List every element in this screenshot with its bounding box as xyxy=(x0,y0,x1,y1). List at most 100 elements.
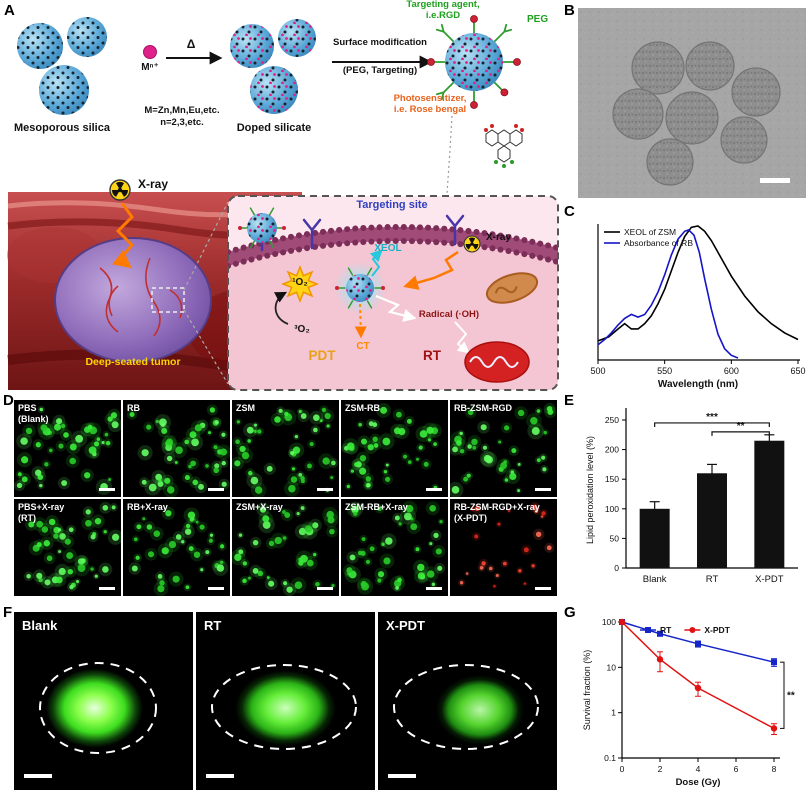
svg-text:4: 4 xyxy=(696,764,701,774)
micrograph-label: RB+X-ray xyxy=(127,502,168,512)
scale-bar xyxy=(535,587,551,590)
micrograph-label: ZSM xyxy=(236,403,255,413)
svg-text:8: 8 xyxy=(772,764,777,774)
svg-text:Survival fraction (%): Survival fraction (%) xyxy=(582,650,592,731)
scale-bar xyxy=(426,488,442,491)
luminescence-glow xyxy=(378,612,557,790)
svg-text:X-PDT: X-PDT xyxy=(755,574,784,585)
svg-text:RT: RT xyxy=(706,574,719,585)
panel-d-label: D xyxy=(3,392,14,409)
spectra-chart: 500 550 600 650 Wavelength (nm) XEOL of ZSMAb… xyxy=(590,224,806,390)
label-deep-seated-tumor: Deep-seated tumor xyxy=(85,356,181,368)
svg-text:**: ** xyxy=(737,421,745,432)
svg-text:6: 6 xyxy=(734,764,739,774)
micrograph-label: RB-ZSM-RGD+X-ray (X-PDT) xyxy=(454,502,540,524)
roi-ellipse xyxy=(393,664,539,750)
panel-a-label: A xyxy=(4,2,15,19)
fluorescence-image xyxy=(126,404,230,497)
micrograph-label: ZSM-RB+X-ray xyxy=(345,502,408,512)
roi-ellipse xyxy=(211,664,357,750)
svg-text:10: 10 xyxy=(607,662,617,672)
roi-ellipse xyxy=(39,662,157,754)
luminescence-glow xyxy=(14,612,193,790)
fluorescence-image xyxy=(232,502,339,596)
svg-text:500: 500 xyxy=(590,366,605,376)
micrograph-pbs-blank: PBS (Blank) xyxy=(14,400,121,497)
svg-text:RT: RT xyxy=(660,625,672,635)
panel-d-image-grid: PBS (Blank) RB ZSM ZSM-RB RB-ZSM-RGD PBS… xyxy=(14,400,557,596)
svg-text:0: 0 xyxy=(614,563,619,573)
fluorescence-image xyxy=(458,501,555,589)
luminescence-glow xyxy=(196,612,375,790)
micrograph-xpdt: RB-ZSM-RGD+X-ray (X-PDT) xyxy=(450,499,557,596)
scale-bar xyxy=(99,488,115,491)
label-pdt: PDT xyxy=(308,348,336,363)
fluorescence-image xyxy=(343,500,446,595)
svg-text:Lipid peroxidation level (%): Lipid peroxidation level (%) xyxy=(585,436,595,544)
micrograph-label: ZSM-RB xyxy=(345,403,380,413)
label-targeting-site: Targeting site xyxy=(356,199,428,211)
fluorescence-image xyxy=(232,405,339,497)
label-radical: Radical (·OH) xyxy=(418,309,480,320)
fluorescence-image xyxy=(128,506,229,596)
svg-text:650: 650 xyxy=(790,366,805,376)
label-delta: Δ xyxy=(186,37,196,51)
panel-f-label: F xyxy=(3,604,13,621)
scale-bar xyxy=(426,587,442,590)
svg-text:1: 1 xyxy=(611,708,616,718)
scale-bar xyxy=(535,488,551,491)
label-targeting-agent: Targeting agent, i.e.RGD xyxy=(406,0,480,21)
svg-text:**: ** xyxy=(787,690,795,701)
survival-fraction-chart: 0.1 1 10 100 0 2 4 6 8 Dose (Gy) Survival fraction… xyxy=(582,617,795,788)
tem-image xyxy=(578,8,806,198)
scale-bar xyxy=(206,774,234,778)
luminescence-rt: RT xyxy=(196,612,375,790)
scale-bar xyxy=(317,488,333,491)
micrograph-pbs-xray-rt: PBS+X-ray (RT) xyxy=(14,499,121,596)
label-metal-ion: Mⁿ⁺ xyxy=(141,62,159,73)
micrograph-rb-xray: RB+X-ray xyxy=(123,499,230,596)
luminescence-xpdt: X-PDT xyxy=(378,612,557,790)
micrograph-rb-zsm-rgd: RB-ZSM-RGD xyxy=(450,400,557,497)
panel-c-label: C xyxy=(564,203,575,220)
svg-text:XEOL of ZSM: XEOL of ZSM xyxy=(624,227,676,237)
svg-text:Blank: Blank xyxy=(643,574,667,585)
luminescence-blank: Blank xyxy=(14,612,193,790)
scale-bar xyxy=(208,587,224,590)
micrograph-label: RB xyxy=(127,403,140,413)
panel-a-illustration xyxy=(7,15,559,391)
svg-text:50: 50 xyxy=(610,533,620,543)
label-peg: PEG xyxy=(527,14,549,25)
svg-text:100: 100 xyxy=(602,617,616,627)
svg-text:***: *** xyxy=(706,412,718,423)
label-surface-modification: Surface modification xyxy=(333,37,427,48)
panel-b-label: B xyxy=(564,2,575,19)
svg-text:100: 100 xyxy=(605,504,619,514)
image-label: RT xyxy=(204,618,222,633)
label-singlet-oxygen: ¹O₂ xyxy=(292,277,308,288)
scale-bar xyxy=(99,587,115,590)
fluorescence-image xyxy=(341,402,442,492)
label-triplet-oxygen: ³O₂ xyxy=(294,324,310,335)
micrograph-zsm: ZSM xyxy=(232,400,339,497)
image-label: Blank xyxy=(22,618,58,633)
scale-bar xyxy=(388,774,416,778)
micrograph-zsm-rb-xray: ZSM-RB+X-ray xyxy=(341,499,448,596)
svg-text:0.1: 0.1 xyxy=(604,753,616,763)
label-rt: RT xyxy=(423,348,441,363)
svg-text:X-PDT: X-PDT xyxy=(704,625,730,635)
label-ct: CT xyxy=(356,341,370,352)
panel-f-image-row: Blank RT X-PDT xyxy=(14,612,557,790)
label-mesoporous-silica: Mesoporous silica xyxy=(14,122,110,134)
micrograph-zsm-xray: ZSM+X-ray xyxy=(232,499,339,596)
label-doped-silicate: Doped silicate xyxy=(236,122,312,134)
scale-bar xyxy=(208,488,224,491)
label-metal-note-2: n=2,3,etc. xyxy=(160,117,204,128)
micrograph-zsm-rb: ZSM-RB xyxy=(341,400,448,497)
svg-text:0: 0 xyxy=(620,764,625,774)
panel-g-label: G xyxy=(564,604,576,621)
svg-text:250: 250 xyxy=(605,415,619,425)
svg-text:600: 600 xyxy=(724,366,739,376)
svg-text:200: 200 xyxy=(605,445,619,455)
